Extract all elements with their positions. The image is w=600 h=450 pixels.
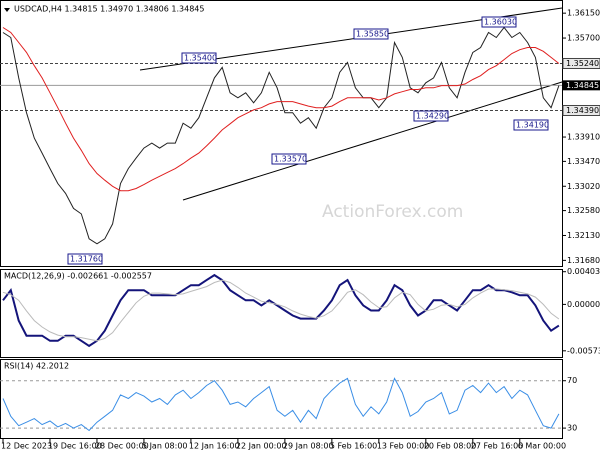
y-tick-label: 0.004039 [567, 267, 600, 276]
rsi-title: RSI(14) 42.2012 [4, 362, 69, 371]
series-line [2, 27, 560, 192]
level-label: 1.34390 [566, 106, 599, 115]
x-tick-label: 13 Feb 00:00 [377, 442, 429, 450]
main-panel-frame [0, 0, 563, 267]
annotation-box [481, 16, 517, 28]
level-label: 1.35240 [566, 59, 599, 68]
x-tick-label: 5 Feb 16:00 [330, 442, 377, 450]
series-line [2, 279, 560, 342]
x-tick-label: 5 Jan 08:00 [142, 442, 188, 450]
x-tick-label: 28 Dec 00:00 [95, 442, 149, 450]
x-tick-label: 12 Jan 16:00 [189, 442, 240, 450]
annotation-box [413, 110, 449, 122]
series-line [2, 273, 560, 348]
series-line [2, 377, 560, 432]
y-tick-label: 1.32130 [567, 231, 600, 240]
annotation-box [271, 153, 307, 165]
y-tick-label: 1.36150 [567, 9, 600, 18]
macd-panel-frame [0, 269, 563, 358]
x-tick-label: 20 Feb 08:00 [424, 442, 476, 450]
chart-title: USDCAD,H4 1.34815 1.34970 1.34806 1.3484… [14, 5, 204, 14]
annotation: 1.36030 [484, 18, 517, 27]
symbol-icon [4, 8, 10, 12]
annotation: 1.35400 [184, 54, 217, 63]
annotation-box [181, 52, 217, 64]
y-tick-label: 1.33910 [567, 133, 600, 142]
y-tick-label: 1.31680 [567, 256, 600, 265]
y-tick-label: 1.32580 [567, 206, 600, 215]
x-tick-label: 22 Jan 00:00 [236, 442, 287, 450]
x-tick-label: 19 Dec 16:00 [48, 442, 102, 450]
level-box [562, 57, 600, 69]
x-tick-label: 27 Feb 16:00 [471, 442, 523, 450]
y-tick-label: 1.33020 [567, 182, 600, 191]
annotation-box [67, 253, 103, 265]
x-tick-label: 6 Mar 00:00 [518, 442, 566, 450]
last-price-box [563, 80, 600, 91]
annotation: 1.33570 [274, 155, 307, 164]
x-tick-label: 12 Dec 2023 [1, 442, 52, 450]
rsi-panel-frame [0, 359, 563, 439]
y-tick-label: 30 [567, 424, 577, 433]
y-tick-label: -0.005737 [567, 346, 600, 355]
y-tick-label: 0.000000 [567, 300, 600, 309]
x-tick-label: 29 Jan 08:00 [283, 442, 334, 450]
y-tick-label: 1.33470 [567, 157, 600, 166]
y-tick-label: 70 [567, 376, 577, 385]
last-price-label: 1.34845 [566, 81, 599, 90]
annotation-box [353, 28, 389, 40]
level-box [562, 104, 600, 116]
series-line [2, 26, 560, 245]
y-tick-label: 1.35700 [567, 34, 600, 43]
trend-line [182, 81, 563, 201]
watermark: ActionForex.com [322, 202, 463, 222]
annotation: 1.34290 [416, 112, 449, 121]
annotation: 1.35850 [356, 30, 389, 39]
annotation-box [513, 119, 549, 131]
annotation: 1.34190 [516, 121, 549, 130]
macd-title: MACD(12,26,9) -0.002661 -0.002557 [4, 272, 152, 281]
annotation: 1.31760 [70, 255, 103, 264]
